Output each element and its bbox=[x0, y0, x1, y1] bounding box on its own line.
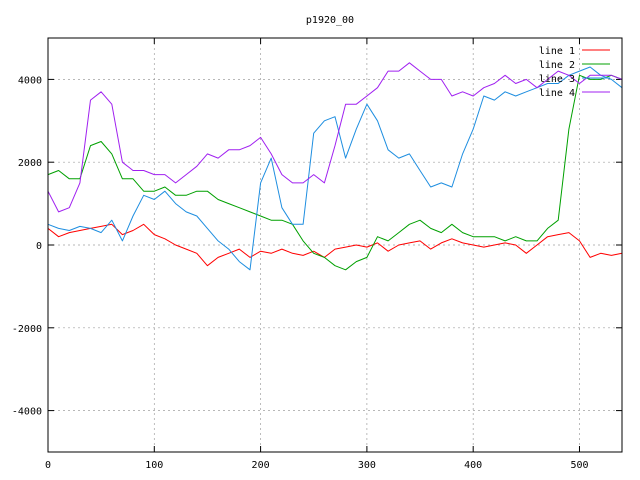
series-line-2 bbox=[47, 74, 623, 271]
legend: line 1 line 2 line 3 line 4 bbox=[539, 46, 610, 99]
chart-title: p1920_00 bbox=[306, 15, 354, 26]
series-group bbox=[47, 62, 623, 271]
y-tick-label: 2000 bbox=[18, 158, 42, 169]
y-tick-label: -4000 bbox=[12, 407, 42, 418]
y-tick-label: 4000 bbox=[18, 75, 42, 86]
x-tick-label: 500 bbox=[570, 460, 588, 471]
series-line-1 bbox=[47, 223, 623, 267]
legend-label-3: line 3 bbox=[539, 74, 575, 85]
legend-label-2: line 2 bbox=[539, 60, 575, 71]
legend-label-4: line 4 bbox=[539, 88, 575, 99]
x-tick-label: 400 bbox=[464, 460, 482, 471]
series-line-4 bbox=[47, 62, 623, 213]
x-tick-label: 100 bbox=[145, 460, 163, 471]
y-tick-label: -2000 bbox=[12, 324, 42, 335]
x-tick-label: 200 bbox=[252, 460, 270, 471]
legend-label-1: line 1 bbox=[539, 46, 575, 57]
plot-frame bbox=[47, 37, 623, 453]
axis-ticks: 0 100 200 300 400 500 -4000 -2000 0 2000 4000 bbox=[12, 38, 622, 471]
x-tick-label: 0 bbox=[45, 460, 51, 471]
x-tick-label: 300 bbox=[358, 460, 376, 471]
series-line-3 bbox=[47, 66, 623, 271]
y-tick-label: 0 bbox=[36, 241, 42, 252]
grid bbox=[48, 38, 622, 452]
